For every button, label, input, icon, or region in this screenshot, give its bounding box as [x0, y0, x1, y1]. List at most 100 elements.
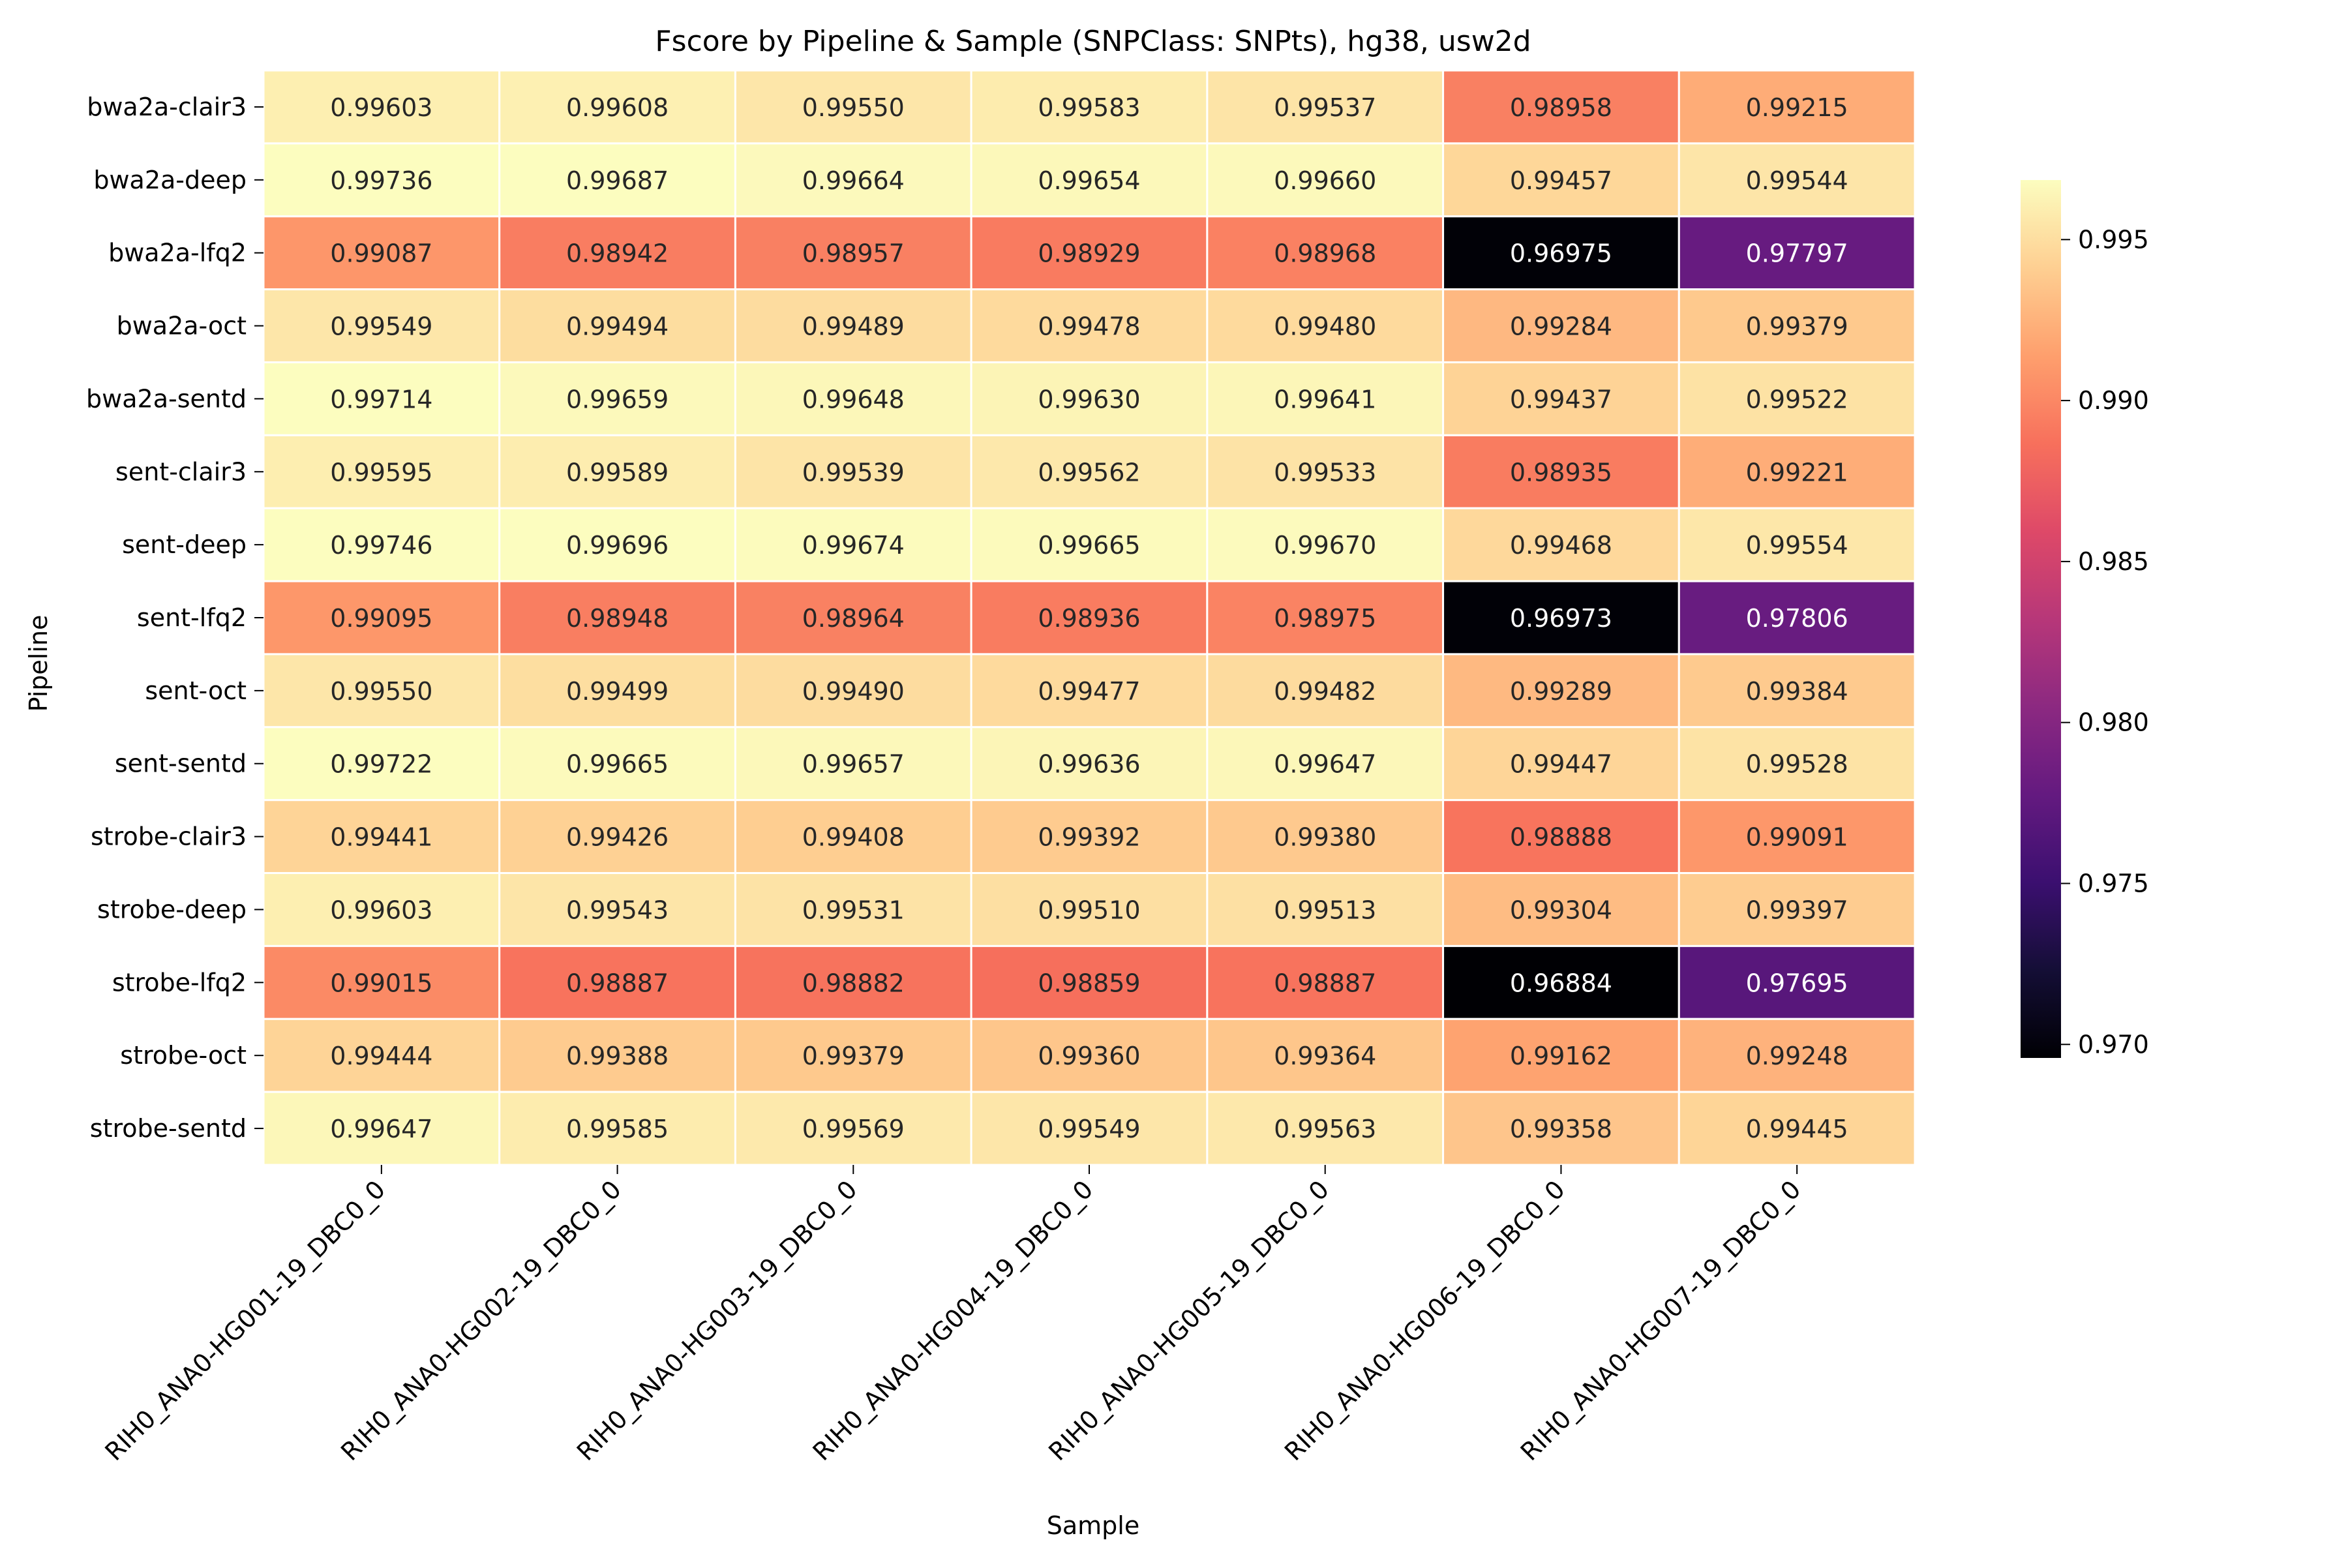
- heatmap-cell: [734, 944, 972, 1020]
- cell-value-label: 0.96975: [1510, 239, 1612, 268]
- cell-value-label: 0.99522: [1746, 385, 1848, 414]
- heatmap-cell: [1206, 215, 1445, 291]
- heatmap-cell: [262, 1018, 501, 1093]
- cell-value-label: 0.99714: [330, 385, 432, 414]
- cell-value-label: 0.99441: [330, 823, 432, 852]
- heatmap-cell: [498, 69, 736, 145]
- cell-value-label: 0.99289: [1510, 677, 1612, 706]
- chart-title: Fscore by Pipeline & Sample (SNPClass: S…: [655, 25, 1531, 58]
- y-tick-label: strobe-sentd: [90, 1114, 247, 1143]
- heatmap-cell: [262, 872, 501, 947]
- heatmap-cell: [1678, 580, 1916, 656]
- y-tick-label: sent-deep: [122, 530, 247, 559]
- y-tick-label: sent-oct: [145, 676, 247, 705]
- cell-value-label: 0.99392: [1038, 823, 1140, 852]
- y-tick-label: bwa2a-lfq2: [108, 239, 247, 267]
- cell-value-label: 0.99215: [1746, 93, 1848, 122]
- cell-value-label: 0.99549: [1038, 1115, 1140, 1143]
- colorbar-tick-label: 0.975: [2078, 869, 2149, 897]
- heatmap-cell: [1206, 1018, 1445, 1093]
- heatmap-cell: [1678, 507, 1916, 582]
- heatmap-cell: [498, 288, 736, 363]
- cell-value-label: 0.99426: [566, 823, 669, 852]
- cell-value-label: 0.99091: [1746, 823, 1848, 852]
- heatmap-cell: [498, 944, 736, 1020]
- cell-value-label: 0.99648: [802, 385, 905, 414]
- heatmap-cell: [1442, 580, 1680, 656]
- cell-value-label: 0.99531: [802, 896, 905, 924]
- cell-value-label: 0.99722: [330, 750, 432, 779]
- cell-value-label: 0.99641: [1274, 385, 1376, 414]
- heatmap-cell: [498, 1018, 736, 1093]
- heatmap-cell: [970, 653, 1209, 729]
- cell-value-label: 0.99665: [1038, 531, 1140, 560]
- heatmap-cell: [498, 726, 736, 802]
- cell-value-label: 0.99478: [1038, 312, 1140, 341]
- cell-value-label: 0.99603: [330, 93, 432, 122]
- cell-value-label: 0.96973: [1510, 604, 1612, 633]
- cell-value-label: 0.99444: [330, 1042, 432, 1070]
- cell-value-label: 0.98957: [802, 239, 905, 268]
- colorbar: 0.970 0.975 0.980 0.985 0.990 0.995: [2021, 180, 2149, 1059]
- cell-value-label: 0.99550: [802, 93, 905, 122]
- heatmap-cell: [1678, 1018, 1916, 1093]
- heatmap-cell: [734, 653, 972, 729]
- cell-value-label: 0.99468: [1510, 531, 1612, 560]
- cell-value-label: 0.99544: [1746, 166, 1848, 195]
- heatmap-cell: [1442, 434, 1680, 509]
- heatmap-cell: [734, 142, 972, 218]
- cell-value-label: 0.99095: [330, 604, 432, 633]
- heatmap-cell: [1206, 580, 1445, 656]
- heatmap-cell: [734, 507, 972, 582]
- cell-value-label: 0.98882: [802, 969, 905, 997]
- cell-value-label: 0.98859: [1038, 969, 1140, 997]
- cell-value-label: 0.98887: [566, 969, 669, 997]
- heatmap-cell: [1206, 726, 1445, 802]
- cell-value-label: 0.99360: [1038, 1042, 1140, 1070]
- heatmap-cell: [1206, 142, 1445, 218]
- heatmap-cell: [970, 872, 1209, 947]
- colorbar-tick-label: 0.970: [2078, 1030, 2149, 1059]
- cell-value-label: 0.99494: [566, 312, 669, 341]
- heatmap-cell: [970, 288, 1209, 363]
- cell-value-label: 0.99528: [1746, 750, 1848, 779]
- cell-value-label: 0.98942: [566, 239, 669, 268]
- cell-value-label: 0.99562: [1038, 458, 1140, 487]
- heatmap-cell: [734, 872, 972, 947]
- cell-value-label: 0.99499: [566, 677, 669, 706]
- cell-value-label: 0.99480: [1274, 312, 1376, 341]
- cell-value-label: 0.99539: [802, 458, 905, 487]
- cell-value-label: 0.99554: [1746, 531, 1848, 560]
- cell-value-label: 0.99457: [1510, 166, 1612, 195]
- y-axis: bwa2a-clair3 bwa2a-deep bwa2a-lfq2 bwa2a-oc…: [86, 93, 263, 1143]
- heatmap-cell: [1206, 944, 1445, 1020]
- cell-value-label: 0.99670: [1274, 531, 1376, 560]
- cell-value-label: 0.99489: [802, 312, 905, 341]
- heatmap-cell: [1678, 1091, 1916, 1166]
- x-axis-title: Sample: [1047, 1511, 1139, 1540]
- heatmap-cell: [498, 507, 736, 582]
- heatmap-cell: [1678, 653, 1916, 729]
- heatmap-cell: [1678, 288, 1916, 363]
- cell-value-label: 0.99736: [330, 166, 432, 195]
- heatmap-cell: [1206, 507, 1445, 582]
- cell-value-label: 0.98958: [1510, 93, 1612, 122]
- cell-value-label: 0.99162: [1510, 1042, 1612, 1070]
- cell-value-label: 0.99445: [1746, 1115, 1848, 1143]
- heatmap-cell: [1442, 653, 1680, 729]
- heatmap-cell: [970, 507, 1209, 582]
- heatmap-cell: [1678, 69, 1916, 145]
- cell-value-label: 0.99608: [566, 93, 669, 122]
- cell-value-label: 0.99482: [1274, 677, 1376, 706]
- cell-value-label: 0.99364: [1274, 1042, 1376, 1070]
- y-tick-label: strobe-lfq2: [112, 968, 247, 997]
- heatmap-cell: [1442, 1091, 1680, 1166]
- heatmap-cell: [262, 726, 501, 802]
- cell-value-label: 0.99379: [802, 1042, 905, 1070]
- heatmap-cell: [1206, 1091, 1445, 1166]
- cell-value-label: 0.99380: [1274, 823, 1376, 852]
- colorbar-tick-label: 0.980: [2078, 708, 2149, 737]
- heatmap-cell: [498, 580, 736, 656]
- heatmap-cell: [498, 872, 736, 947]
